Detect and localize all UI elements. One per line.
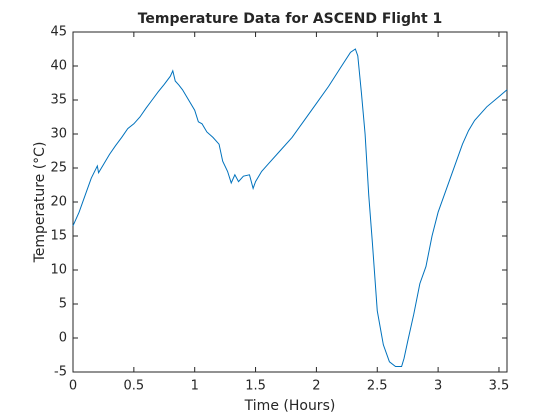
chart-title: Temperature Data for ASCEND Flight 1	[138, 11, 443, 27]
x-tick-label: 1	[191, 379, 199, 394]
y-tick-label: 5	[59, 297, 67, 312]
y-axis-label: Temperature (°C)	[32, 142, 48, 264]
y-tick-label: 30	[50, 127, 67, 142]
x-tick-label: 2.5	[367, 379, 388, 394]
y-tick-label: 0	[59, 331, 67, 346]
y-tick-label: 35	[50, 93, 67, 108]
y-tick-label: 15	[50, 229, 67, 244]
y-tick-label: -5	[54, 365, 67, 380]
y-tick-label: 10	[50, 263, 67, 278]
y-tick-label: 45	[50, 25, 67, 40]
y-tick-label: 20	[50, 195, 67, 210]
x-tick-label: 0.5	[124, 379, 145, 394]
x-tick-label: 2	[312, 379, 320, 394]
x-tick-label: 0	[69, 379, 77, 394]
x-axis-label: Time (Hours)	[244, 398, 336, 414]
y-tick-label: 25	[50, 161, 67, 176]
x-tick-label: 3.5	[489, 379, 510, 394]
y-tick-label: 40	[50, 59, 67, 74]
x-tick-label: 1.5	[245, 379, 266, 394]
plot-area	[72, 31, 508, 373]
data-line	[72, 48, 508, 368]
x-tick-label: 3	[434, 379, 442, 394]
